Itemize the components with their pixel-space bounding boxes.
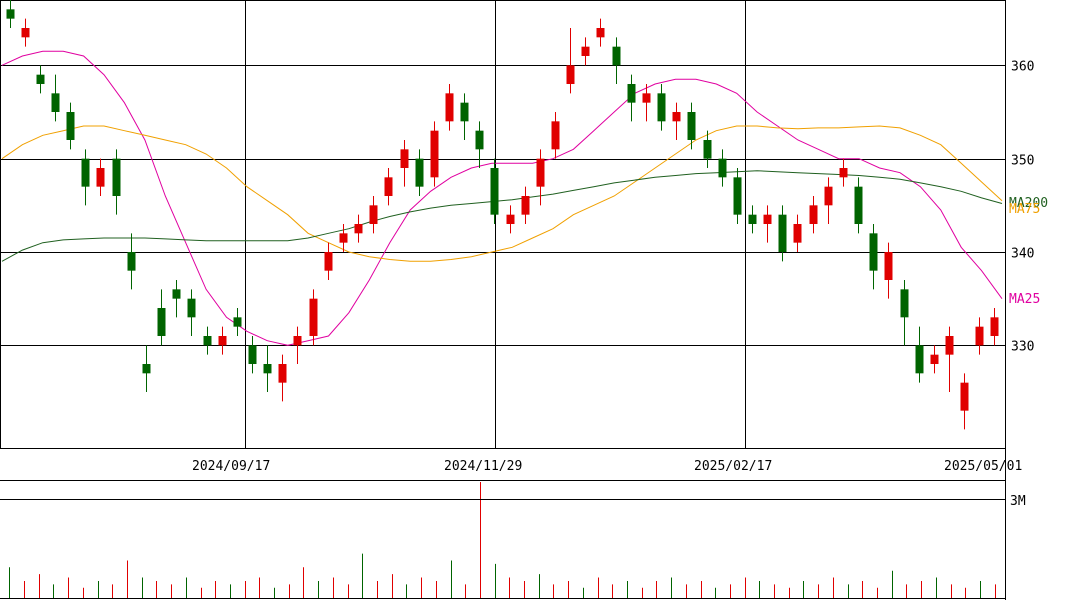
candle-body [475, 130, 484, 150]
candle-body [793, 224, 802, 243]
date-tick-2: 2024/11/29 [444, 459, 522, 474]
candle-body [672, 112, 681, 122]
candle-body [915, 345, 924, 374]
candle-body [248, 345, 257, 364]
candle-body [21, 28, 30, 38]
candle-body [506, 214, 515, 224]
price-tick-label-350: 350 [1011, 154, 1034, 169]
candle-body [369, 205, 378, 224]
candle-body [172, 289, 181, 299]
candle-body [445, 93, 454, 122]
candle-body [975, 326, 984, 346]
candle-body [581, 46, 590, 56]
candle-body [536, 158, 545, 187]
candle-body [203, 336, 212, 346]
candle-body [900, 289, 909, 318]
candle-body [6, 9, 15, 19]
candle-body [36, 74, 45, 84]
candle-body [309, 298, 318, 336]
candle-body [278, 364, 287, 383]
candle-body [748, 214, 757, 224]
candle-body [521, 196, 530, 215]
ma-line-ma75 [1, 125, 1003, 262]
candle-body [384, 177, 393, 196]
candle-body [339, 233, 348, 243]
candle-body [66, 112, 75, 140]
date-tick-1: 2024/09/17 [192, 459, 270, 474]
candle-body [824, 186, 833, 206]
candle-body [566, 65, 575, 84]
candle-body [612, 46, 621, 66]
candle-body [354, 224, 363, 234]
candle-body [733, 177, 742, 215]
candle-body [778, 214, 787, 252]
ma200-label: MA200 [1009, 196, 1048, 211]
candle-body [763, 214, 772, 224]
candle-body [112, 158, 121, 196]
candle-body [400, 149, 409, 168]
candle-body [324, 252, 333, 271]
candle-body [990, 317, 999, 336]
candle-body [627, 84, 636, 103]
date-tick-4: 2025/05/01 [944, 459, 1022, 474]
ma25-label: MA25 [1009, 292, 1040, 307]
candle-body [657, 93, 666, 122]
candle-body [81, 158, 90, 187]
candle-body [187, 298, 196, 318]
date-tick-3: 2025/02/17 [694, 459, 772, 474]
candle-body [945, 336, 954, 355]
price-tick-label-340: 340 [1011, 247, 1034, 262]
ma75-label: MA75 [1009, 202, 1040, 217]
candle-body [460, 102, 469, 122]
candle-body [596, 28, 605, 38]
price-tick-label-330: 330 [1011, 340, 1034, 355]
candle-body [263, 364, 272, 374]
candle-body [930, 354, 939, 364]
candle-body [293, 336, 302, 346]
candle-body [884, 252, 893, 280]
candle-body [157, 308, 166, 336]
candle-body [96, 168, 105, 187]
candle-body [809, 205, 818, 224]
moving-average-lines [1, 50, 1003, 346]
ma-line-ma25 [1, 50, 1003, 346]
volume-tick-label: 3M [1010, 494, 1026, 509]
candle-body [718, 158, 727, 178]
candlesticks [6, 0, 999, 430]
price-axis-labels: 330 340 350 360 [1011, 60, 1034, 355]
candle-body [839, 168, 848, 178]
candle-body [218, 336, 227, 346]
price-gridlines [0, 65, 1005, 346]
candle-body [551, 121, 560, 150]
candle-body [869, 233, 878, 271]
candle-body [854, 186, 863, 224]
candle-body [703, 140, 712, 159]
volume-bars [9, 482, 996, 598]
candle-body [687, 112, 696, 140]
candle-body [430, 130, 439, 178]
candle-body [960, 382, 969, 411]
price-tick-label-360: 360 [1011, 60, 1034, 75]
candle-body [233, 317, 242, 327]
chart-frame [0, 0, 1006, 600]
candle-body [142, 364, 151, 374]
candle-body [415, 158, 424, 187]
candle-body [490, 168, 499, 215]
ma-line-ma200 [1, 170, 1003, 262]
candle-body [51, 93, 60, 112]
candle-body [127, 252, 136, 271]
candle-body [642, 93, 651, 103]
